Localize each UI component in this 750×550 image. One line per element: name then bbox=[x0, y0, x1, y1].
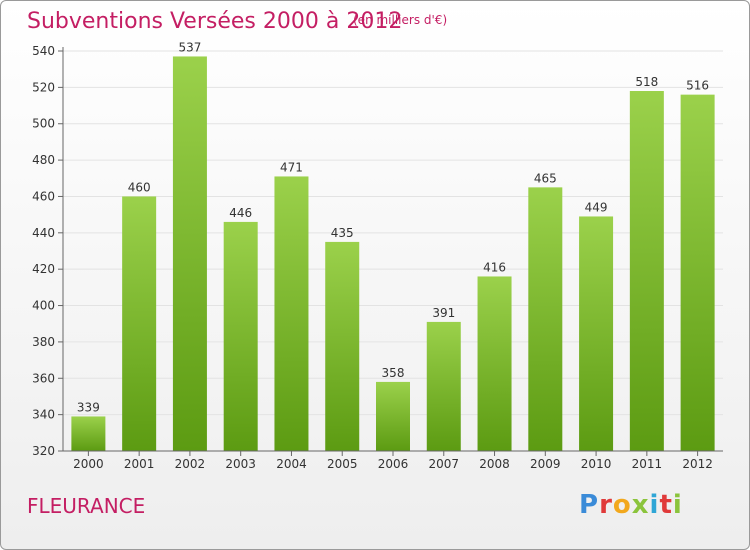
chart-unit-note: (en milliers d'€) bbox=[353, 13, 448, 27]
y-tick-label: 440 bbox=[32, 226, 55, 240]
y-tick-label: 500 bbox=[32, 117, 55, 131]
bar-2008 bbox=[477, 276, 512, 451]
bar-2001 bbox=[122, 196, 157, 451]
y-tick-label: 540 bbox=[32, 44, 55, 58]
proxiti-logo[interactable]: Proxiti bbox=[579, 490, 683, 520]
y-tick-label: 320 bbox=[32, 444, 55, 458]
data-label-2009: 465 bbox=[534, 171, 557, 185]
data-label-2004: 471 bbox=[280, 160, 303, 174]
x-tick-label-2012: 2012 bbox=[682, 457, 713, 471]
data-label-2011: 518 bbox=[635, 75, 658, 89]
commune-name: FLEURANCE bbox=[27, 494, 146, 518]
bar-2012 bbox=[680, 94, 715, 452]
y-tick-label: 480 bbox=[32, 153, 55, 167]
bar-2002 bbox=[172, 56, 207, 452]
logo-letter: o bbox=[612, 490, 632, 520]
bar-2009 bbox=[528, 187, 563, 451]
logo-letter: i bbox=[672, 490, 683, 520]
data-label-2012: 516 bbox=[686, 79, 709, 93]
x-tick-label-2000: 2000 bbox=[73, 457, 104, 471]
axes: 320 340 360 380 400 420 440 460 480 500 520 540 2000… bbox=[32, 44, 723, 471]
x-tick-label-2003: 2003 bbox=[225, 457, 256, 471]
logo-letter: P bbox=[579, 490, 600, 520]
bar-2007 bbox=[426, 321, 461, 451]
y-tick-label: 460 bbox=[32, 189, 55, 203]
logo-letter: i bbox=[649, 490, 660, 520]
y-tick-label: 420 bbox=[32, 262, 55, 276]
bar-2006 bbox=[376, 381, 410, 451]
x-tick-label-2009: 2009 bbox=[530, 457, 561, 471]
data-label-2007: 391 bbox=[432, 306, 455, 320]
data-label-2001: 460 bbox=[128, 180, 151, 194]
x-tick-label-2005: 2005 bbox=[327, 457, 358, 471]
y-tick-label: 520 bbox=[32, 80, 55, 94]
x-tick-label-2010: 2010 bbox=[581, 457, 612, 471]
y-tick-label: 340 bbox=[32, 408, 55, 422]
data-label-2002: 537 bbox=[178, 40, 201, 54]
data-label-2008: 416 bbox=[483, 260, 506, 274]
logo-letter: x bbox=[631, 490, 650, 520]
y-tick-label: 360 bbox=[32, 371, 55, 385]
bar-2010 bbox=[579, 216, 614, 451]
data-label-2005: 435 bbox=[331, 226, 354, 240]
bar-2000 bbox=[71, 416, 106, 451]
chart-title: Subventions Versées 2000 à 2012 bbox=[27, 9, 403, 34]
y-tick-label: 380 bbox=[32, 335, 55, 349]
x-tick-label-2011: 2011 bbox=[632, 457, 663, 471]
x-tick-label-2002: 2002 bbox=[175, 457, 206, 471]
logo-letter: r bbox=[599, 490, 613, 520]
logo-letter: t bbox=[659, 490, 673, 520]
data-label-2000: 339 bbox=[77, 400, 100, 414]
bars: 339 460 537 446 471 435 358 391 416 465 449 518 516 bbox=[71, 40, 715, 452]
bar-2003 bbox=[223, 221, 258, 451]
data-label-2006: 358 bbox=[382, 366, 405, 380]
bar-2005 bbox=[325, 241, 360, 451]
bar-2011 bbox=[629, 91, 664, 451]
x-tick-label-2001: 2001 bbox=[124, 457, 155, 471]
y-tick-label: 400 bbox=[32, 299, 55, 313]
x-tick-label-2004: 2004 bbox=[276, 457, 307, 471]
bar-2004 bbox=[274, 176, 309, 452]
x-tick-label-2007: 2007 bbox=[428, 457, 459, 471]
data-label-2003: 446 bbox=[229, 206, 252, 220]
data-label-2010: 449 bbox=[585, 200, 608, 214]
x-tick-label-2008: 2008 bbox=[479, 457, 510, 471]
x-tick-label-2006: 2006 bbox=[378, 457, 409, 471]
